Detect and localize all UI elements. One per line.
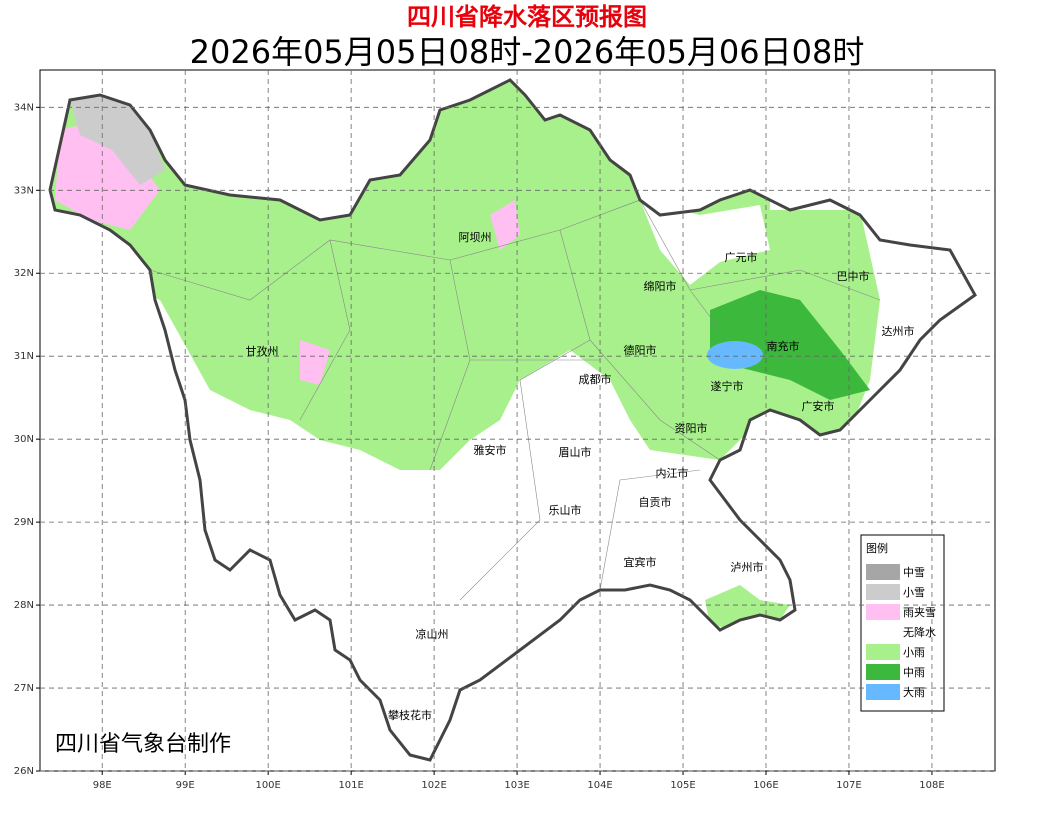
map-subtitle: 2026年05月05日08时-2026年05月06日08时 (190, 33, 865, 71)
city-label: 宜宾市 (624, 555, 657, 569)
legend-swatch (865, 623, 901, 641)
city-label: 乐山市 (549, 503, 582, 517)
x-tick-label: 104E (587, 780, 612, 791)
city-label: 甘孜州 (246, 344, 279, 358)
city-label: 雅安市 (474, 443, 507, 457)
city-label: 绵阳市 (644, 279, 677, 293)
x-tick-label: 99E (176, 780, 195, 791)
y-tick-label: 32N (14, 268, 34, 279)
city-label: 遂宁市 (711, 379, 744, 393)
area-heavy-rain (707, 341, 763, 369)
legend-label: 大雨 (903, 685, 925, 699)
legend-swatch (866, 604, 900, 620)
area-none (640, 200, 770, 285)
legend-label: 雨夹雪 (903, 606, 936, 619)
city-label: 广安市 (802, 399, 835, 413)
y-tick-label: 33N (14, 185, 34, 196)
city-label: 南充市 (767, 339, 800, 353)
legend-swatch (866, 584, 900, 600)
y-tick-label: 30N (14, 434, 34, 445)
legend-swatch (866, 564, 900, 580)
area-sleet (490, 200, 520, 250)
city-label: 自贡市 (639, 495, 672, 509)
y-tick-label: 31N (14, 351, 34, 362)
x-tick-label: 102E (421, 780, 446, 791)
map-title: 四川省降水落区预报图 (407, 3, 647, 31)
legend-title: 图例 (866, 541, 888, 555)
area-sleet (300, 340, 330, 385)
city-label: 阿坝州 (459, 230, 492, 244)
area-moderate-rain (710, 290, 870, 400)
city-label: 巴中市 (837, 269, 870, 283)
county-borders (149, 199, 881, 601)
x-tick-label: 100E (255, 780, 280, 791)
legend-label: 中雨 (903, 666, 925, 679)
city-label: 凉山州 (416, 627, 449, 641)
y-tick-label: 29N (14, 517, 34, 528)
city-label: 攀枝花市 (388, 708, 432, 722)
y-tick-label: 28N (14, 600, 34, 611)
legend-swatch (866, 644, 900, 660)
x-tick-label: 105E (670, 780, 695, 791)
x-tick-label: 103E (504, 780, 529, 791)
x-tick-label: 108E (919, 780, 944, 791)
x-tick-label: 107E (836, 780, 861, 791)
legend-label: 无降水 (903, 625, 936, 639)
city-label: 内江市 (656, 466, 689, 480)
y-tick-label: 34N (14, 102, 34, 113)
legend-label: 小雪 (903, 586, 925, 599)
city-label: 成都市 (579, 372, 612, 386)
x-tick-label: 106E (753, 780, 778, 791)
credit: 四川省气象台制作 (55, 732, 231, 757)
city-label: 德阳市 (624, 343, 657, 357)
area-sleet (55, 120, 160, 230)
y-tick-label: 27N (14, 683, 34, 694)
legend-label: 中雪 (903, 566, 925, 579)
legend-label: 小雨 (903, 646, 925, 659)
city-label: 眉山市 (559, 445, 592, 459)
x-tick-label: 101E (338, 780, 363, 791)
legend-swatch (866, 664, 900, 680)
y-tick-label: 26N (14, 766, 34, 777)
x-tick-label: 98E (93, 780, 112, 791)
province-border (48, 78, 977, 762)
city-label: 资阳市 (675, 421, 708, 435)
area-light-snow (70, 95, 165, 185)
city-label: 广元市 (725, 250, 758, 264)
city-label: 达州市 (882, 324, 915, 338)
legend-swatch (866, 684, 900, 700)
city-label: 泸州市 (731, 560, 764, 574)
